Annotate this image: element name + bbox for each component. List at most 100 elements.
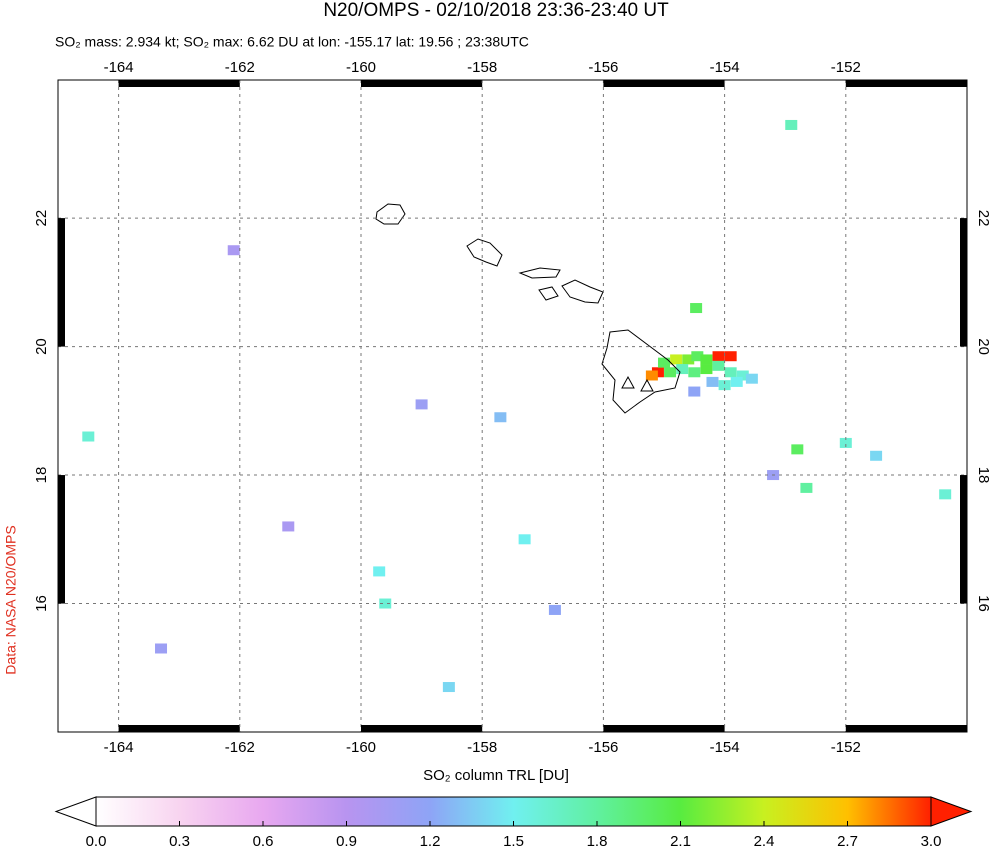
subtitle: SO₂ mass: 2.934 kt; SO₂ max: 6.62 DU at …	[55, 34, 529, 50]
so2-pixel	[791, 444, 804, 455]
x-tick-label: -164	[104, 739, 134, 756]
colorbar-tick-label: 0.3	[169, 833, 190, 850]
so2-pixel	[688, 367, 701, 378]
so2-pixel	[155, 643, 168, 654]
so2-pixel	[688, 386, 701, 397]
colorbar-tick-label: 2.7	[837, 833, 858, 850]
frame-band	[960, 475, 967, 604]
frame-band	[58, 475, 65, 604]
so2-pixel	[712, 351, 725, 362]
so2-pixel	[415, 399, 428, 410]
frame-band	[603, 725, 725, 732]
x-tick-label: -156	[588, 739, 618, 756]
so2-pixel	[676, 364, 689, 375]
so2-pixel	[730, 376, 743, 387]
so2-pixel	[724, 351, 737, 362]
so2-pixel	[690, 303, 703, 314]
volcano-marker	[621, 375, 654, 392]
coastline	[601, 329, 681, 414]
colorbar-label: SO₂ column TRL [DU]	[423, 767, 569, 784]
colorbar-tick-label: 0.0	[86, 833, 107, 850]
x-tick-label: -162	[225, 739, 255, 756]
so2-pixel	[379, 598, 392, 609]
colorbar-tick-label: 0.6	[253, 833, 274, 850]
so2-pixel	[442, 682, 455, 693]
x-tick-label: -152	[831, 739, 861, 756]
so2-pixel	[700, 354, 713, 365]
so2-pixel	[724, 367, 737, 378]
coastline	[466, 238, 503, 267]
x-tick-label: -164	[104, 59, 134, 76]
colorbar-tick-label: 2.1	[670, 833, 691, 850]
y-tick-label: 16	[33, 595, 50, 612]
map-frame	[57, 79, 968, 733]
so2-pixel	[691, 351, 704, 362]
frame-band	[361, 80, 483, 87]
frame-band	[58, 218, 65, 347]
y-tick-label: 18	[33, 467, 50, 484]
colorbar: 0.0 0.3 0.6 0.9 1.2 1.5 1.8 2.1 2.4 2.7 3.0	[54, 796, 973, 850]
y-tick-label: 16	[975, 595, 991, 612]
so2-pixel	[700, 364, 713, 375]
so2-pixel	[82, 431, 95, 442]
so2-pixel	[718, 380, 731, 391]
colorbar-tick-label: 2.4	[754, 833, 775, 850]
so2-pixel	[664, 367, 677, 378]
y-tick-label: 20	[975, 338, 991, 355]
so2-pixel	[548, 604, 561, 615]
colorbar-arrow	[930, 796, 973, 827]
so2-pixel	[870, 450, 883, 461]
x-tick-label: -162	[225, 59, 255, 76]
y-tick-label: 22	[33, 210, 50, 227]
so2-pixel	[518, 534, 531, 545]
so2-pixel	[373, 566, 386, 577]
so2-pixel	[494, 412, 507, 423]
colorbar-tick-label: 3.0	[921, 833, 942, 850]
x-tick-label: -152	[831, 59, 861, 76]
so2-pixel	[736, 370, 749, 381]
so2-pixel	[227, 245, 240, 256]
x-tick-label: -160	[346, 59, 376, 76]
axes: -164 -164 -162 -162 -160 -160 -158 -158 -156 -156…	[33, 59, 991, 756]
frame-band	[603, 80, 725, 87]
coastline	[375, 203, 406, 225]
x-tick-label: -158	[467, 739, 497, 756]
frame-band	[845, 725, 967, 732]
frame-band	[845, 80, 967, 87]
so2-pixel	[800, 482, 813, 493]
x-tick-label: -154	[710, 59, 740, 76]
colorbar-tick-label: 1.8	[587, 833, 608, 850]
map-area	[58, 80, 967, 732]
so2-pixel	[839, 437, 852, 448]
frame-band	[960, 218, 967, 347]
so2-pixel	[706, 376, 719, 387]
y-tick-label: 20	[33, 338, 50, 355]
colorbar-tick-label: 1.5	[503, 833, 524, 850]
colorbar-arrow	[54, 796, 97, 827]
title: N20/OMPS - 02/10/2018 23:36-23:40 UT	[323, 0, 669, 21]
coastline	[561, 279, 604, 304]
coastline	[538, 286, 559, 301]
x-tick-label: -160	[346, 739, 376, 756]
so2-pixel	[282, 521, 295, 532]
frame-band	[118, 725, 240, 732]
so2-pixel	[651, 367, 664, 378]
coastlines	[375, 203, 681, 414]
so2-pixel	[712, 360, 725, 371]
y-tick-label: 22	[975, 210, 991, 227]
frame-band	[118, 80, 240, 87]
colorbar-tick-label: 1.2	[420, 833, 441, 850]
side-label: Data: NASA N20/OMPS	[3, 525, 19, 674]
colorbar-tick-label: 0.9	[336, 833, 357, 850]
so2-pixel	[939, 489, 952, 500]
so2-pixel	[658, 357, 670, 368]
so2-pixel	[785, 119, 798, 130]
x-tick-label: -158	[467, 59, 497, 76]
frame-band	[361, 725, 483, 732]
so2-pixel	[645, 370, 658, 381]
so2-pixel	[745, 373, 758, 384]
so2-pixel	[682, 354, 695, 365]
so2-pixel	[670, 354, 683, 365]
x-tick-label: -156	[588, 59, 618, 76]
